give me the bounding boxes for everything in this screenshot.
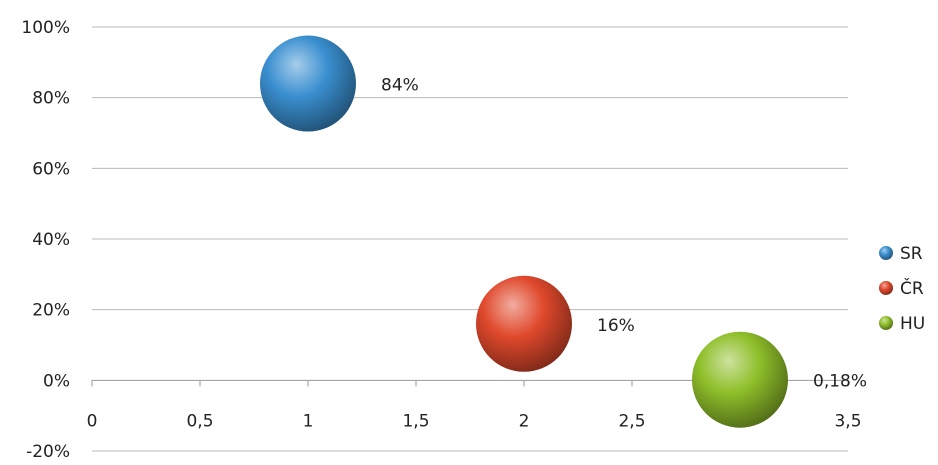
x-tick-label: 2,5	[618, 411, 645, 431]
data-label: 84%	[381, 76, 419, 96]
bubbles: 84% 16% 0,18%	[260, 35, 867, 428]
legend-label: SR	[900, 244, 923, 264]
legend-label: HU	[900, 314, 925, 334]
legend-label: ČR	[900, 277, 924, 299]
x-tick-label: 1	[303, 411, 314, 431]
y-tick-label: 40%	[32, 230, 70, 250]
x-tick-label: 2	[519, 411, 530, 431]
bubble-hu	[692, 331, 788, 428]
y-axis-ticks: 100% 80% 60% 40% 20% 0% -20%	[21, 18, 70, 462]
y-tick-label: 80%	[32, 89, 70, 109]
bubble-čr	[476, 275, 572, 372]
legend: SR ČR HU	[879, 244, 925, 334]
legend-marker	[879, 246, 893, 260]
y-tick-label: 20%	[32, 301, 70, 321]
bubble-sr	[260, 35, 356, 132]
gridlines	[92, 26, 848, 452]
legend-marker	[879, 281, 893, 295]
y-tick-label: 100%	[21, 18, 70, 38]
data-label: 16%	[597, 316, 635, 336]
y-tick-label: 60%	[32, 159, 70, 179]
y-tick-label: 0%	[43, 371, 70, 391]
x-tick-label: 1,5	[402, 411, 429, 431]
x-tick-label: 0,5	[186, 411, 213, 431]
y-tick-label: -20%	[26, 442, 70, 461]
data-label: 0,18%	[813, 372, 867, 392]
x-tick-label: 0	[87, 411, 98, 431]
legend-marker	[879, 316, 893, 330]
x-tick-label: 3,5	[834, 411, 861, 431]
